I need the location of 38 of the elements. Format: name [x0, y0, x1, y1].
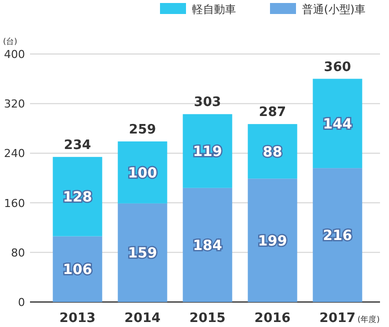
data-label: 159	[128, 246, 158, 262]
y-tick-label: 80	[11, 246, 25, 260]
x-tick-label: 2017	[319, 311, 356, 326]
x-axis-title: (年度)	[358, 315, 380, 324]
y-tick-label: 400	[4, 48, 25, 61]
total-label: 360	[324, 60, 352, 75]
x-tick-label: 2013	[59, 311, 96, 326]
bar	[118, 203, 168, 302]
y-tick-label: 320	[4, 98, 25, 111]
y-tick-label: 240	[4, 147, 25, 160]
bar	[312, 168, 362, 302]
legend-label: 普通(小型)車	[302, 3, 366, 16]
data-label: 119	[192, 144, 222, 160]
total-label: 259	[128, 122, 156, 138]
total-label: 287	[258, 105, 286, 120]
data-label: 128	[62, 190, 92, 206]
data-label: 144	[322, 116, 352, 132]
bar	[182, 114, 232, 188]
data-label: 106	[62, 262, 92, 278]
y-tick-label: 0	[18, 296, 25, 309]
bar	[52, 156, 102, 236]
x-tick-label: 2016	[254, 311, 291, 326]
data-label: 100	[128, 165, 158, 182]
legend-label: 軽自動車	[192, 3, 236, 16]
data-label: 199	[258, 233, 288, 250]
y-tick-label: 160	[4, 196, 25, 210]
data-label: 184	[192, 238, 222, 254]
x-tick-label: 2014	[124, 311, 161, 326]
total-label: 303	[194, 95, 222, 110]
y-axis-title: (台)	[3, 37, 18, 46]
total-label: 234	[64, 138, 92, 153]
bar	[182, 188, 232, 302]
bar	[312, 78, 362, 168]
bar	[248, 178, 298, 302]
x-tick-label: 2015	[189, 311, 226, 326]
data-label: 216	[322, 228, 352, 244]
data-label: 88	[262, 144, 282, 160]
bar	[248, 124, 298, 179]
